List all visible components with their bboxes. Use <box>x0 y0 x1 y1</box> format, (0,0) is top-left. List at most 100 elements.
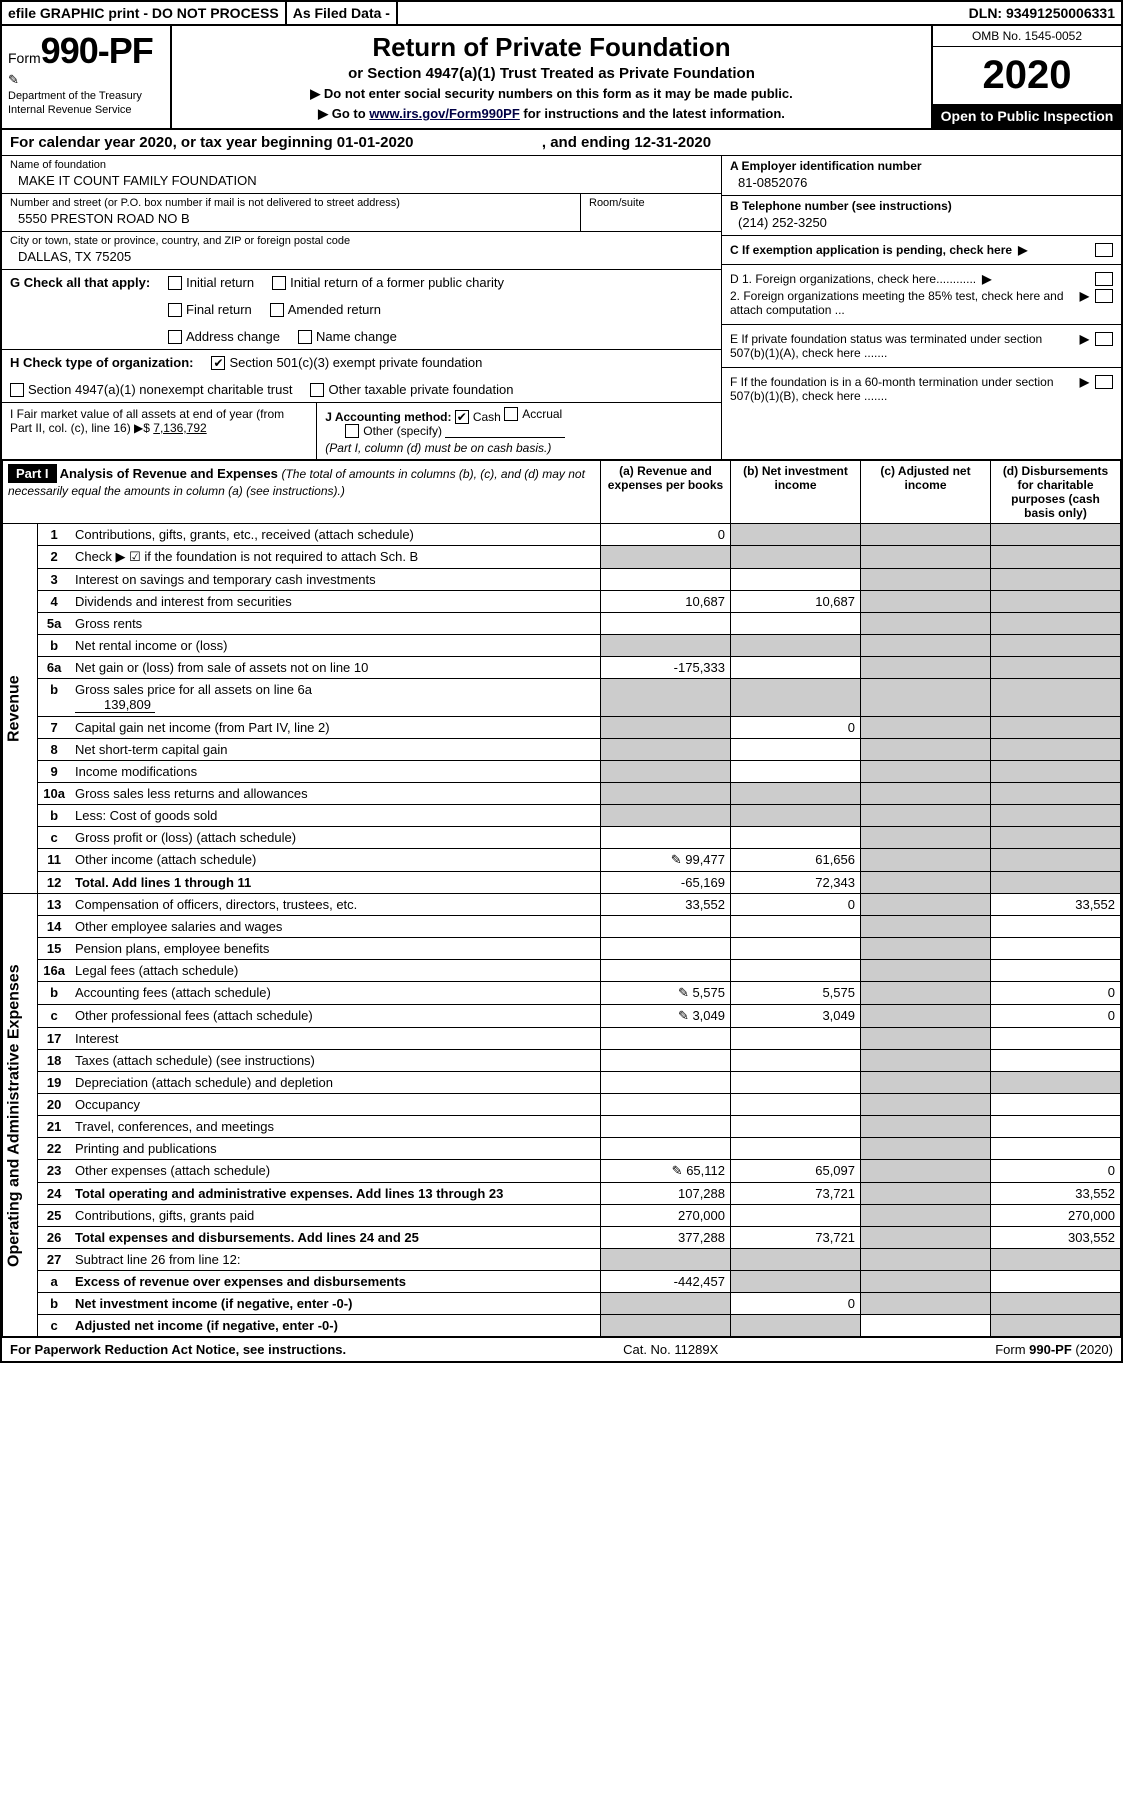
row-number: b <box>38 679 70 717</box>
row-number: b <box>38 1293 70 1315</box>
table-row: 8Net short-term capital gain <box>3 739 1121 761</box>
attachment-icon[interactable]: ✎ <box>678 1008 689 1023</box>
row-desc: Net investment income (if negative, ente… <box>75 1296 352 1311</box>
cell-c <box>861 1160 991 1183</box>
cell-b <box>731 916 861 938</box>
cell-b <box>731 1116 861 1138</box>
row-number: a <box>38 1271 70 1293</box>
cell-c <box>861 1138 991 1160</box>
row-number: 12 <box>38 872 70 894</box>
row-description: Total expenses and disbursements. Add li… <box>70 1227 601 1249</box>
form-subtitle: or Section 4947(a)(1) Trust Treated as P… <box>182 65 921 82</box>
i-cell: I Fair market value of all assets at end… <box>2 403 317 459</box>
table-row: bGross sales price for all assets on lin… <box>3 679 1121 717</box>
cell-a <box>601 1094 731 1116</box>
cell-c <box>861 635 991 657</box>
chk-amended-return[interactable]: Amended return <box>270 302 381 317</box>
row-number: 20 <box>38 1094 70 1116</box>
row-desc: Net gain or (loss) from sale of assets n… <box>75 660 368 675</box>
cell-d <box>991 805 1121 827</box>
cell-b <box>731 783 861 805</box>
cell-d <box>991 938 1121 960</box>
row-number: 9 <box>38 761 70 783</box>
city-cell: City or town, state or province, country… <box>2 232 721 270</box>
col-c-header: (c) Adjusted net income <box>861 461 991 524</box>
cell-c <box>861 783 991 805</box>
cell-b <box>731 524 861 546</box>
row-desc: Other employee salaries and wages <box>75 919 282 934</box>
row-number: 26 <box>38 1227 70 1249</box>
row-description: Other employee salaries and wages <box>70 916 601 938</box>
row-description: Contributions, gifts, grants, etc., rece… <box>70 524 601 546</box>
attachment-icon[interactable]: ✎ <box>672 1163 683 1178</box>
row-desc: Other expenses (attach schedule) <box>75 1163 270 1178</box>
attachment-icon[interactable]: ✎ <box>671 852 682 867</box>
cell-a <box>601 783 731 805</box>
row-description: Interest <box>70 1028 601 1050</box>
omb-number: OMB No. 1545-0052 <box>933 26 1121 47</box>
chk-d1[interactable] <box>1095 272 1113 286</box>
dept-treasury: Department of the Treasury <box>8 90 164 102</box>
cell-a <box>601 613 731 635</box>
table-row: 21Travel, conferences, and meetings <box>3 1116 1121 1138</box>
cell-d <box>991 679 1121 717</box>
row-desc: Interest on savings and temporary cash i… <box>75 572 376 587</box>
cell-d <box>991 739 1121 761</box>
table-row: 5aGross rents <box>3 613 1121 635</box>
chk-other-method[interactable]: Other (specify) <box>345 424 442 438</box>
col-d-header: (d) Disbursements for charitable purpose… <box>991 461 1121 524</box>
cell-b <box>731 613 861 635</box>
chk-c[interactable] <box>1095 243 1113 257</box>
chk-d2[interactable] <box>1095 289 1113 303</box>
e-label: E If private foundation status was termi… <box>730 332 1074 360</box>
info-right: A Employer identification number 81-0852… <box>721 156 1121 459</box>
row-description: Gross sales price for all assets on line… <box>70 679 601 717</box>
chk-address-change[interactable]: Address change <box>168 329 280 344</box>
chk-e[interactable] <box>1095 332 1113 346</box>
table-row: 18Taxes (attach schedule) (see instructi… <box>3 1050 1121 1072</box>
header-right: OMB No. 1545-0052 2020 Open to Public In… <box>931 26 1121 128</box>
chk-initial-return[interactable]: Initial return <box>168 275 254 290</box>
attachment-icon[interactable]: ✎ <box>678 985 689 1000</box>
row-number: 19 <box>38 1072 70 1094</box>
street-address: 5550 PRESTON ROAD NO B <box>10 209 572 228</box>
chk-4947a1[interactable]: Section 4947(a)(1) nonexempt charitable … <box>10 382 292 397</box>
chk-f[interactable] <box>1095 375 1113 389</box>
cell-b <box>731 938 861 960</box>
chk-other-taxable[interactable]: Other taxable private foundation <box>310 382 513 397</box>
row-description: Other income (attach schedule) <box>70 849 601 872</box>
chk-final-return[interactable]: Final return <box>168 302 252 317</box>
cell-b: 5,575 <box>731 982 861 1005</box>
cell-a <box>601 679 731 717</box>
chk-name-change[interactable]: Name change <box>298 329 397 344</box>
cell-a <box>601 1050 731 1072</box>
cell-c <box>861 591 991 613</box>
chk-501c3[interactable]: Section 501(c)(3) exempt private foundat… <box>211 355 482 370</box>
header-center: Return of Private Foundation or Section … <box>172 26 931 128</box>
j-cell: J Accounting method: Cash Accrual Other … <box>317 403 721 459</box>
table-row: 16aLegal fees (attach schedule) <box>3 960 1121 982</box>
irs-link[interactable]: www.irs.gov/Form990PF <box>369 106 520 121</box>
cell-b <box>731 635 861 657</box>
chk-cash[interactable]: Cash <box>455 410 501 424</box>
row-description: Net gain or (loss) from sale of assets n… <box>70 657 601 679</box>
cell-d <box>991 1293 1121 1315</box>
chk-initial-former[interactable]: Initial return of a former public charit… <box>272 275 504 290</box>
phone-cell: B Telephone number (see instructions) (2… <box>722 196 1121 236</box>
cell-c <box>861 894 991 916</box>
topbar: efile GRAPHIC print - DO NOT PROCESS As … <box>2 2 1121 26</box>
cell-c <box>861 1072 991 1094</box>
city-label: City or town, state or province, country… <box>10 235 713 247</box>
cell-a <box>601 1293 731 1315</box>
cell-b: 0 <box>731 717 861 739</box>
cell-d <box>991 1050 1121 1072</box>
cell-d <box>991 613 1121 635</box>
chk-accrual[interactable]: Accrual <box>504 407 562 421</box>
cell-b: 72,343 <box>731 872 861 894</box>
row-number: 2 <box>38 546 70 569</box>
inspection-notice: Open to Public Inspection <box>933 104 1121 128</box>
cell-c <box>861 657 991 679</box>
cell-c <box>861 849 991 872</box>
cell-b: 73,721 <box>731 1227 861 1249</box>
row-number: b <box>38 805 70 827</box>
